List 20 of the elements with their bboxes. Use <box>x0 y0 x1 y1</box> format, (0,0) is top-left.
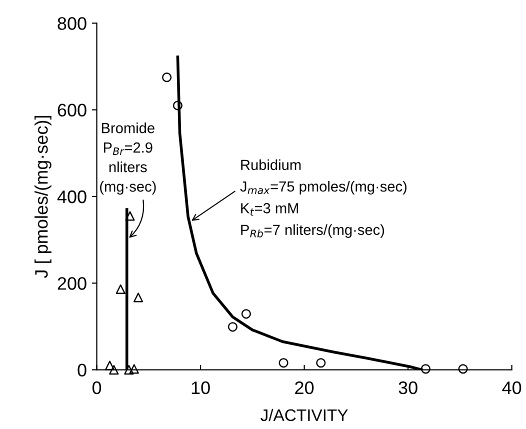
x-tick-label: 30 <box>398 381 418 394</box>
x-axis-title: J/ACTIVITY <box>260 408 348 422</box>
annotation: Bromide <box>102 122 154 134</box>
y-tick-label: 800 <box>58 17 86 30</box>
annotation: nliters <box>109 162 147 172</box>
x-tick-label: 0 <box>92 381 102 394</box>
annotation: P$_{Br}$=2.9 <box>104 142 152 155</box>
x-tick-label: 10 <box>192 381 210 394</box>
y-tick-label: 200 <box>58 277 86 290</box>
y-tick-label: 600 <box>58 104 86 117</box>
annotation: Rubidium <box>241 159 301 170</box>
annotation: (mg·sec) <box>100 181 156 195</box>
x-tick-label: 20 <box>295 381 314 394</box>
y-axis-title: J [ pmoles/(mg·sec)] <box>34 116 52 278</box>
annotation: J$_{max}$=75 pmoles/(mg·sec) <box>240 180 407 195</box>
annotation: P$_{Rb}$=7 nliters/(mg·sec) <box>241 224 384 238</box>
y-tick-label: 0 <box>78 364 86 377</box>
y-tick-label: 400 <box>57 190 86 204</box>
annotation: K$_{t}$=3 mM <box>241 203 298 216</box>
x-tick-label: 40 <box>502 381 522 394</box>
